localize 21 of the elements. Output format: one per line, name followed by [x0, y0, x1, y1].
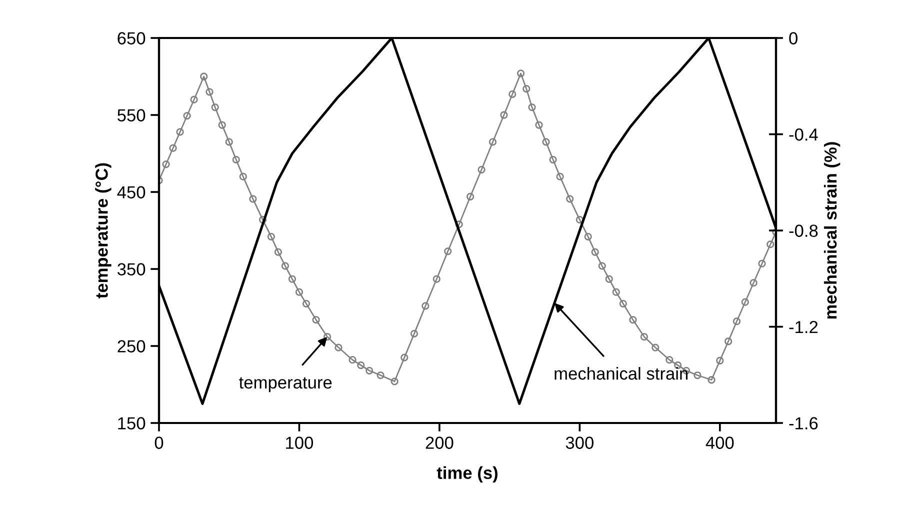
- x-tick-label: 300: [566, 436, 594, 449]
- x-tick-label: 200: [426, 436, 454, 449]
- y2-tick-label: -1.2: [789, 320, 818, 334]
- y-tick-label: 250: [118, 340, 146, 352]
- y-tick-label: 150: [118, 417, 146, 430]
- y-tick-label: 550: [118, 109, 146, 122]
- x-tick-label: 400: [706, 436, 734, 449]
- y2-tick-label: -1.6: [789, 417, 818, 430]
- annotation: mechanical strain: [554, 367, 688, 380]
- x-tick-label: 100: [286, 436, 314, 449]
- y2-tick-label: 0: [789, 32, 798, 44]
- y-tick-label: 350: [118, 263, 146, 276]
- y-tick-label: 650: [118, 32, 146, 44]
- y-tick-label: 450: [117, 186, 146, 198]
- x-tick-label: 0: [154, 436, 164, 449]
- y2-tick-label: -0.4: [789, 128, 818, 141]
- y2-tick-label: -0.8: [789, 224, 818, 237]
- y2-axis-title: mechanical strain (%): [824, 142, 840, 319]
- x-axis-title: time (s): [436, 466, 498, 482]
- y-axis-title: temperature (°C): [95, 163, 112, 298]
- annotation: temperature: [239, 377, 332, 392]
